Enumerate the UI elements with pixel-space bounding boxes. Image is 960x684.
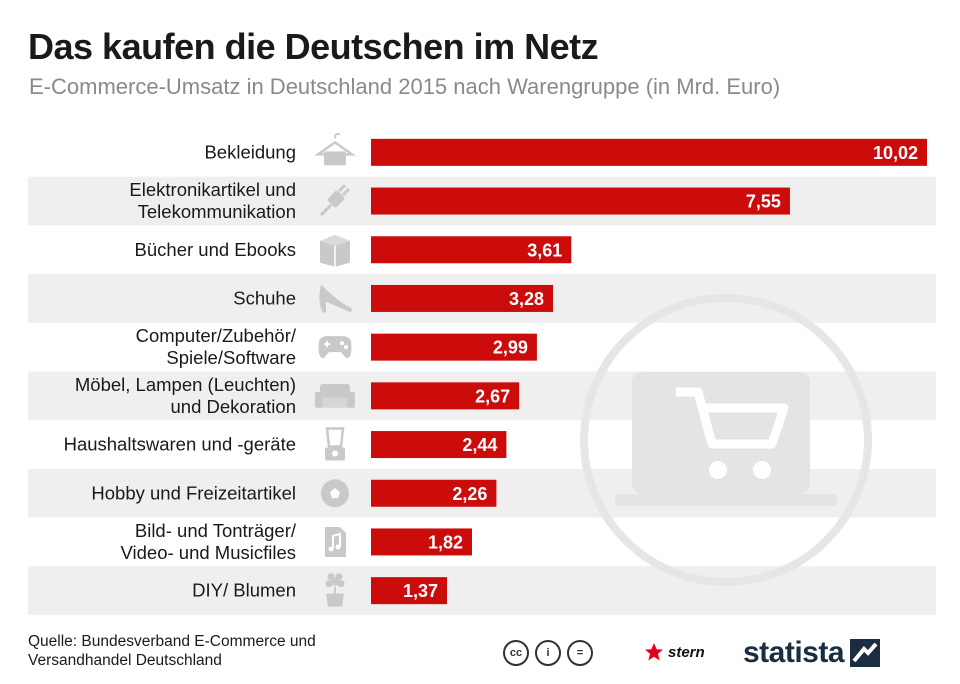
hanger-icon [314, 132, 356, 166]
bar-row: Bekleidung 10,02 [204, 132, 927, 166]
gamepad-icon [318, 336, 352, 359]
bar-row: Bild- und Tonträger/Video- und Musicfile… [121, 520, 472, 563]
value-label: 2,44 [462, 435, 497, 455]
category-label: Schuhe [233, 287, 296, 308]
license-icons: cc i = [503, 640, 593, 666]
value-label: 1,82 [428, 532, 463, 552]
bar-chart: Bekleidung 10,02 Elektronikartikel und Tele… [28, 132, 936, 615]
bar-row: Computer/Zubehör/Spiele/Software 2,99 [136, 325, 537, 368]
music-file-icon [325, 526, 346, 557]
value-label: 1,37 [403, 581, 438, 601]
stern-logo[interactable]: stern [644, 642, 705, 662]
statista-wordmark: statista [743, 636, 845, 669]
category-label: Möbel, Lampen (Leuchten) und Dekoration [75, 374, 296, 417]
bar [371, 479, 497, 507]
bar [371, 577, 448, 605]
chart-subtitle: E-Commerce-Umsatz in Deutschland 2015 na… [29, 74, 781, 99]
flower-pot-icon [325, 573, 345, 607]
bar [371, 187, 790, 215]
source-note: Quelle: Bundesverband E-Commerce und Ver… [28, 632, 316, 670]
source-line-2: Versandhandel Deutschland [28, 652, 222, 669]
sofa-icon [315, 383, 355, 408]
category-label: Bücher und Ebooks [135, 239, 296, 260]
category-label: Hobby und Freizeitartikel [91, 482, 296, 503]
row-stripe [28, 566, 936, 615]
category-label: DIY/ Blumen [192, 580, 296, 601]
nd-icon[interactable]: = [567, 640, 593, 666]
bar [371, 284, 554, 312]
statista-mark-icon [850, 639, 881, 667]
bar-row: Elektronikartikel und Telekommunikation 7,… [129, 179, 790, 222]
cc-icon[interactable]: cc [503, 640, 529, 666]
bar [371, 333, 537, 361]
chart-title: Das kaufen die Deutschen im Netz [28, 26, 599, 67]
bar [371, 382, 520, 410]
value-label: 3,61 [527, 240, 562, 260]
bar [371, 138, 927, 166]
bar-row: Schuhe 3,28 [233, 284, 554, 313]
value-label: 2,67 [475, 386, 510, 406]
bar-row: Bücher und Ebooks 3,61 [135, 234, 572, 267]
blender-icon [325, 427, 345, 461]
by-icon[interactable]: i [535, 640, 561, 666]
value-label: 2,26 [452, 484, 487, 504]
value-label: 7,55 [746, 192, 781, 212]
stern-wordmark: stern [668, 643, 705, 661]
bar-row: Möbel, Lampen (Leuchten) und Dekoration 2,… [75, 374, 520, 417]
high-heel-icon [319, 284, 352, 313]
category-label: Bild- und Tonträger/Video- und Musicfile… [121, 520, 297, 563]
value-label: 10,02 [873, 143, 918, 163]
bar [371, 431, 507, 459]
category-label: Bekleidung [204, 141, 296, 162]
bar-row: Hobby und Freizeitartikel 2,26 [91, 479, 497, 508]
bar [371, 236, 572, 264]
bar [371, 528, 472, 556]
statista-logo[interactable]: statista [743, 636, 881, 670]
category-label: Computer/Zubehör/Spiele/Software [136, 325, 297, 368]
category-label: Elektronikartikel und Telekommunikation [129, 179, 296, 222]
value-label: 3,28 [509, 289, 544, 309]
ball-icon [321, 479, 349, 508]
bar-row: Haushaltswaren und -geräte 2,44 [64, 427, 507, 461]
bar-row: DIY/ Blumen 1,37 [192, 573, 448, 607]
stern-star-icon [645, 643, 663, 661]
book-icon [320, 234, 350, 267]
cart-watermark-icon [580, 294, 872, 586]
category-label: Haushaltswaren und -geräte [64, 434, 296, 455]
source-line-1: Quelle: Bundesverband E-Commerce und [28, 633, 316, 650]
value-label: 2,99 [493, 338, 528, 358]
plug-icon [319, 183, 351, 217]
